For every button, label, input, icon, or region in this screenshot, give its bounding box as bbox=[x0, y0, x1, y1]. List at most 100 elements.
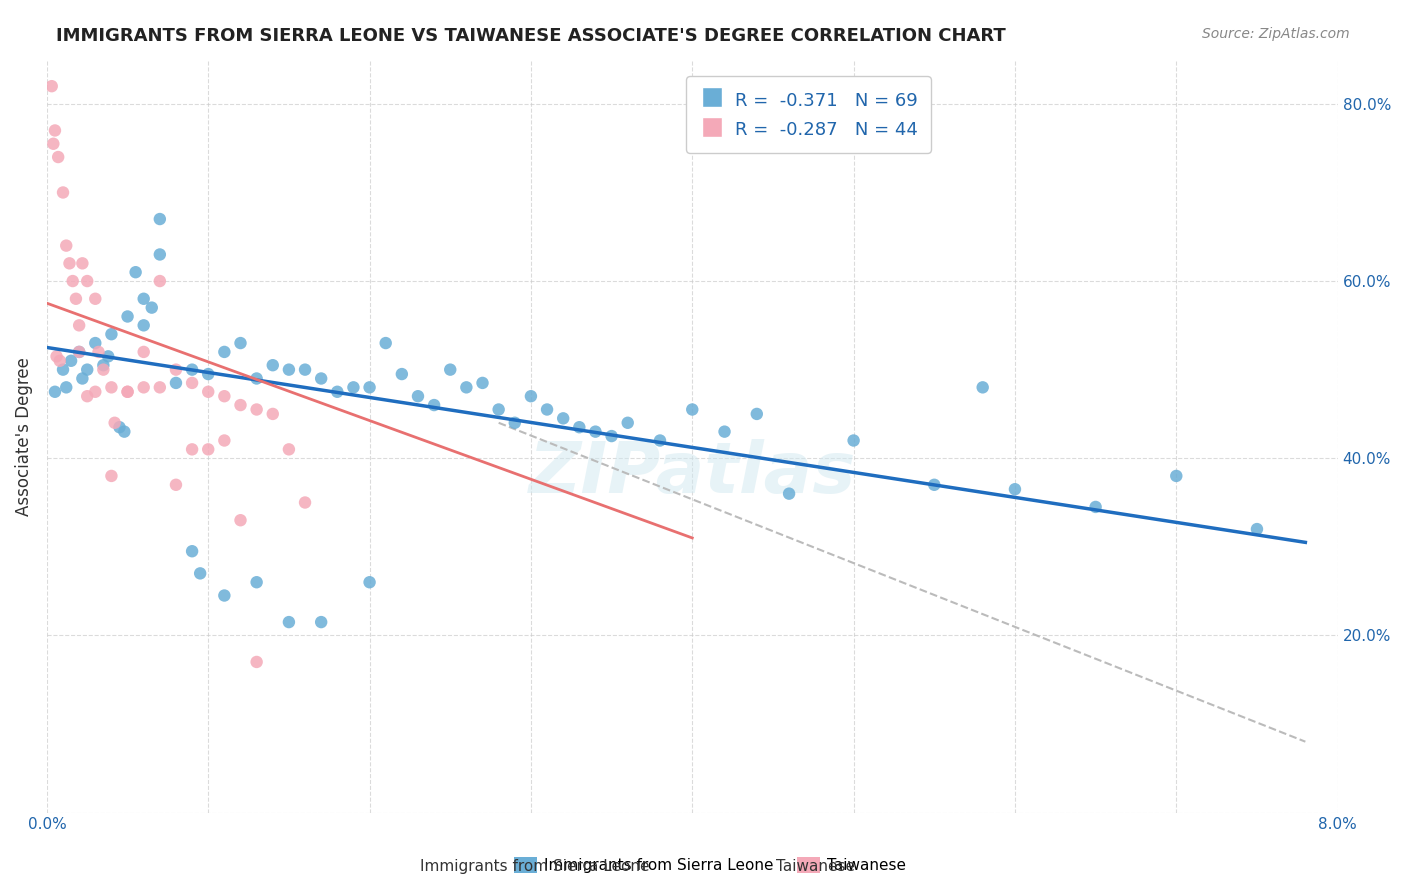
Point bbox=[93, 358, 115, 372]
Point bbox=[503, 416, 526, 430]
Point bbox=[65, 292, 87, 306]
Point bbox=[124, 265, 146, 279]
Point bbox=[745, 407, 768, 421]
Point bbox=[181, 544, 204, 558]
Point bbox=[616, 416, 638, 430]
Point bbox=[1084, 500, 1107, 514]
Point bbox=[246, 575, 269, 590]
Point bbox=[277, 615, 299, 629]
Point bbox=[84, 292, 107, 306]
Point bbox=[842, 434, 865, 448]
Point bbox=[229, 398, 252, 412]
Point bbox=[132, 318, 155, 333]
Point bbox=[100, 327, 122, 342]
Point bbox=[117, 384, 139, 399]
Point bbox=[1166, 469, 1188, 483]
Point bbox=[117, 310, 139, 324]
Point bbox=[45, 349, 67, 363]
Point bbox=[214, 389, 236, 403]
Point bbox=[456, 380, 478, 394]
Point bbox=[104, 416, 127, 430]
Point bbox=[100, 380, 122, 394]
Point bbox=[112, 425, 135, 439]
Point bbox=[568, 420, 591, 434]
Point bbox=[84, 384, 107, 399]
Text: ZIPatlas: ZIPatlas bbox=[529, 439, 856, 508]
Point bbox=[132, 292, 155, 306]
Point bbox=[44, 384, 66, 399]
Point bbox=[214, 345, 236, 359]
Point bbox=[52, 362, 75, 376]
Point bbox=[149, 380, 172, 394]
Point bbox=[49, 353, 72, 368]
Point bbox=[374, 336, 396, 351]
Point bbox=[246, 655, 269, 669]
Point bbox=[277, 362, 299, 376]
Point bbox=[309, 615, 332, 629]
Point bbox=[294, 362, 316, 376]
Point bbox=[229, 513, 252, 527]
Legend: R =  -0.371   N = 69, R =  -0.287   N = 44: R = -0.371 N = 69, R = -0.287 N = 44 bbox=[686, 76, 931, 153]
Point bbox=[439, 362, 461, 376]
Point bbox=[149, 247, 172, 261]
Point bbox=[214, 434, 236, 448]
Point bbox=[262, 358, 284, 372]
Point bbox=[84, 336, 107, 351]
Point bbox=[181, 362, 204, 376]
Point bbox=[359, 575, 381, 590]
Point bbox=[1004, 482, 1026, 496]
Point bbox=[117, 384, 139, 399]
Point bbox=[149, 274, 172, 288]
Point bbox=[141, 301, 163, 315]
Point bbox=[520, 389, 543, 403]
Point bbox=[229, 336, 252, 351]
Point bbox=[41, 79, 63, 94]
Point bbox=[406, 389, 429, 403]
Point bbox=[42, 136, 65, 151]
Point bbox=[681, 402, 703, 417]
Point bbox=[165, 376, 187, 390]
Point bbox=[359, 380, 381, 394]
Point bbox=[246, 371, 269, 385]
Point bbox=[197, 384, 219, 399]
Point bbox=[423, 398, 446, 412]
Point bbox=[72, 256, 94, 270]
Point bbox=[972, 380, 994, 394]
Text: Taiwanese: Taiwanese bbox=[776, 859, 855, 874]
Y-axis label: Associate's Degree: Associate's Degree bbox=[15, 357, 32, 516]
Point bbox=[648, 434, 671, 448]
Point bbox=[52, 186, 75, 200]
Point bbox=[197, 367, 219, 381]
Point bbox=[585, 425, 607, 439]
Point bbox=[553, 411, 575, 425]
Point bbox=[67, 345, 90, 359]
Point bbox=[600, 429, 623, 443]
Point bbox=[713, 425, 735, 439]
Point bbox=[97, 349, 120, 363]
Point bbox=[246, 402, 269, 417]
Point bbox=[132, 380, 155, 394]
Point bbox=[76, 274, 98, 288]
Point bbox=[342, 380, 364, 394]
Point bbox=[108, 420, 131, 434]
Point bbox=[55, 380, 77, 394]
Text: IMMIGRANTS FROM SIERRA LEONE VS TAIWANESE ASSOCIATE'S DEGREE CORRELATION CHART: IMMIGRANTS FROM SIERRA LEONE VS TAIWANES… bbox=[56, 27, 1005, 45]
Point bbox=[181, 376, 204, 390]
Point bbox=[488, 402, 510, 417]
Point bbox=[326, 384, 349, 399]
Point bbox=[165, 477, 187, 491]
Point bbox=[922, 477, 945, 491]
Point bbox=[214, 589, 236, 603]
Point bbox=[67, 345, 90, 359]
Point bbox=[149, 212, 172, 227]
Point bbox=[309, 371, 332, 385]
Point bbox=[197, 442, 219, 457]
Point bbox=[76, 389, 98, 403]
Point bbox=[391, 367, 413, 381]
Point bbox=[87, 345, 110, 359]
Point bbox=[165, 362, 187, 376]
Point bbox=[58, 256, 80, 270]
Point bbox=[100, 469, 122, 483]
Point bbox=[188, 566, 211, 581]
Point bbox=[277, 442, 299, 457]
